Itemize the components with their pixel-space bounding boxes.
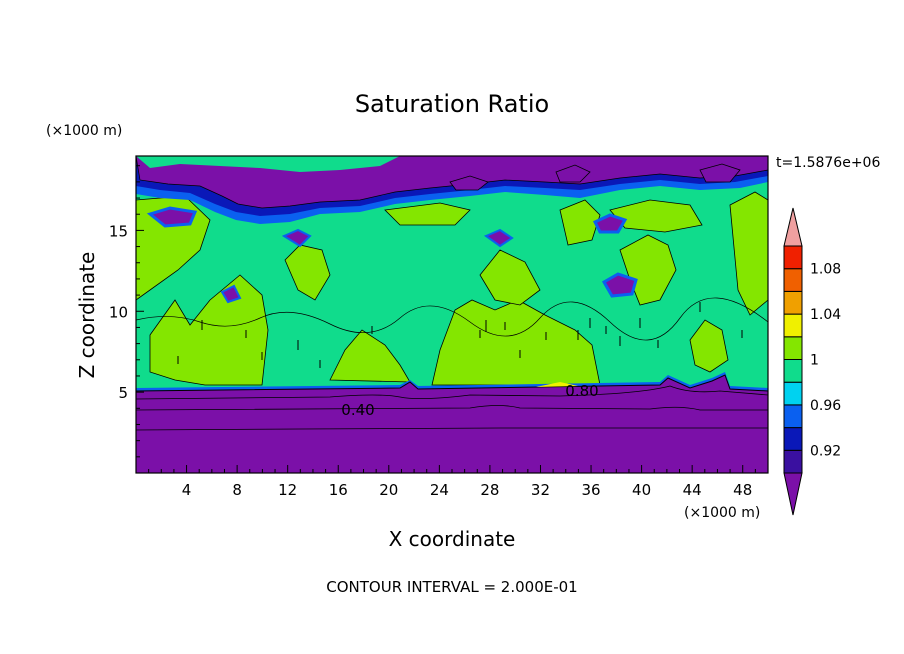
x-tick-label: 32 [531,481,550,499]
colorbar-swatch [783,313,803,338]
y-tick-label: 15 [109,222,128,240]
colorbar-swatch [783,449,803,474]
colorbar-swatch [783,245,803,270]
x-tick-label: 48 [733,481,752,499]
colorbar-swatch [783,336,803,360]
upper-dry-layer [136,156,768,304]
colorbar-swatch [783,268,803,292]
colorbar: 0.92 0.96 1 1.04 1.08 [783,207,841,516]
x-tick-label: 24 [430,481,449,499]
colorbar-tick-label: 1 [810,353,819,369]
y-tick-label: 5 [118,384,128,402]
x-tick-label: 40 [632,481,651,499]
contour-label-040: 0.40 [341,401,374,419]
colorbar-swatch [783,427,803,451]
x-tick-label: 16 [329,481,348,499]
contour-interval-footer: CONTOUR INTERVAL = 2.000E-01 [326,578,577,596]
colorbar-swatch [783,290,803,315]
plot-field [136,156,768,473]
x-tick-label: 12 [278,481,297,499]
y-tick-label: 10 [109,303,128,321]
colorbar-swatch [783,359,803,383]
x-units-label: (×1000 m) [684,505,760,521]
contour-label-080: 0.80 [565,382,598,400]
colorbar-tick-label: 1.08 [810,262,841,278]
x-axis-ticks: 4 8 12 16 20 24 28 32 36 40 44 48 [148,465,756,499]
x-tick-label: 28 [480,481,499,499]
colorbar-over-arrow [783,207,803,247]
contour-line [136,405,768,411]
colorbar-swatch [783,404,803,429]
y-axis-label: Z coordinate [75,252,99,379]
chart-title: Saturation Ratio [355,90,549,118]
time-label: t=1.5876e+06 [776,155,880,171]
y-units-label: (×1000 m) [46,123,122,139]
colorbar-tick-label: 1.04 [810,307,841,323]
colorbar-tick-label: 0.96 [810,398,841,414]
x-tick-label: 44 [683,481,702,499]
colorbar-swatch [783,381,803,406]
x-axis-label: X coordinate [389,527,516,551]
contour-line [136,427,768,431]
colorbar-tick-label: 0.92 [810,443,841,459]
x-tick-label: 8 [232,481,242,499]
x-tick-label: 36 [581,481,600,499]
lower-dry-layer [136,372,768,473]
contour-line [136,385,768,400]
x-tick-label: 4 [182,481,192,499]
small-contour-flecks [177,302,743,368]
y-axis-ticks: 5 10 15 [109,165,144,458]
mid-band-contour [136,297,768,341]
x-tick-label: 20 [379,481,398,499]
colorbar-under-arrow [783,472,803,516]
